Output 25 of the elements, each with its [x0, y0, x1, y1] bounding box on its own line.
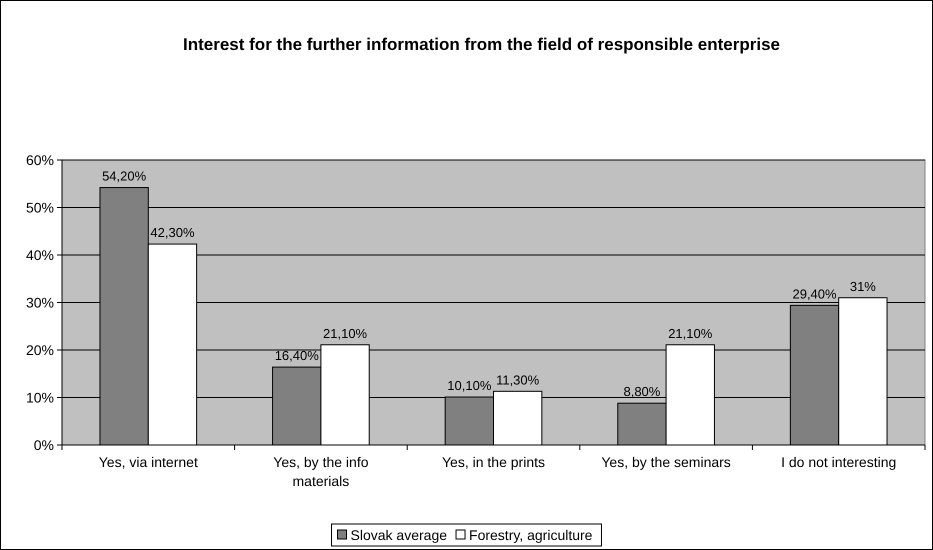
data-label: 31%	[850, 278, 876, 294]
data-label: 16,40%	[274, 348, 320, 364]
y-tick-label: 50%	[26, 199, 54, 216]
y-tick-label: 10%	[26, 389, 54, 406]
chart-title: Interest for the further information from the field of responsible enterprise	[183, 35, 780, 54]
data-label: 10,10%	[447, 378, 492, 394]
y-tick-label: 30%	[26, 294, 54, 310]
y-tick-label: 20%	[26, 342, 54, 358]
x-tick-label: Yes, in the prints	[442, 454, 545, 470]
legend-label: Forestry, agriculture	[469, 526, 593, 543]
y-tick-label: 40%	[26, 246, 54, 263]
data-label: 54,20%	[102, 168, 147, 184]
data-label: 8,80%	[624, 384, 661, 400]
y-tick-label: 60%	[26, 152, 54, 168]
x-tick-label: Yes, by the seminars	[601, 454, 731, 470]
x-tick-label: I do not interesting	[781, 454, 896, 470]
data-label: 29,40%	[792, 286, 838, 302]
y-tick-label: 0%	[34, 436, 54, 453]
data-label: 21,10%	[323, 326, 368, 341]
x-tick-label: Yes, by the info materials	[273, 454, 369, 489]
data-label: 11,30%	[496, 372, 540, 388]
data-label: 21,10%	[668, 326, 713, 341]
x-tick-label: Yes, via internet	[98, 454, 198, 470]
data-label: 42,30%	[150, 225, 195, 240]
legend-label: Slovak average	[350, 526, 448, 543]
